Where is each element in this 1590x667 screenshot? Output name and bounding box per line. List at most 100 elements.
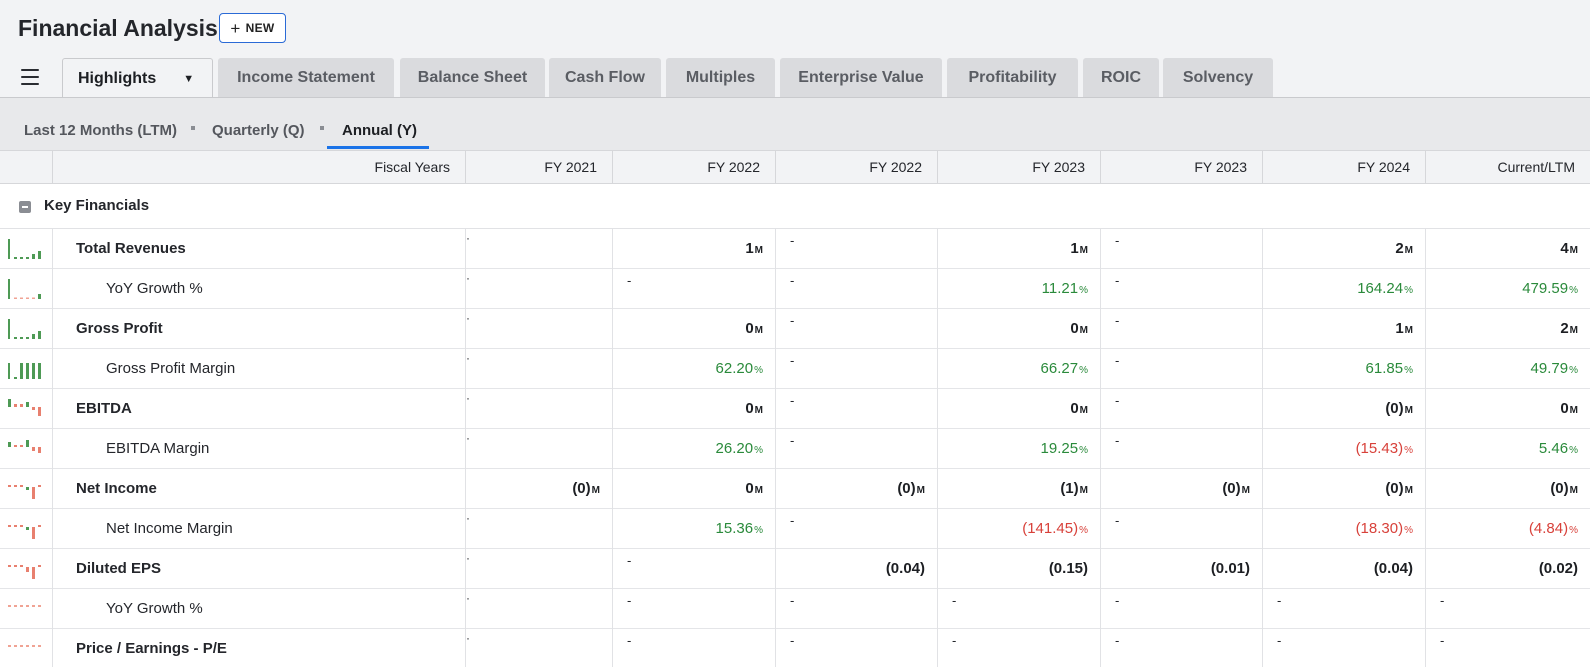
- period-quarterly-q[interactable]: Quarterly (Q): [212, 122, 305, 139]
- table-cell[interactable]: -: [613, 269, 776, 309]
- table-cell[interactable]: 2M: [1263, 229, 1426, 269]
- table-cell[interactable]: ·: [466, 629, 613, 667]
- table-cell[interactable]: -: [1101, 629, 1263, 667]
- column-header[interactable]: FY 2023: [1101, 151, 1263, 183]
- table-cell[interactable]: -: [1263, 589, 1426, 629]
- table-cell[interactable]: -: [613, 629, 776, 667]
- table-cell[interactable]: ·: [466, 589, 613, 629]
- table-cell[interactable]: -: [613, 549, 776, 589]
- table-cell[interactable]: 19.25%: [938, 429, 1101, 469]
- tab-highlights[interactable]: Highlights ▼: [62, 58, 213, 98]
- period-annual-y[interactable]: Annual (Y): [342, 122, 417, 139]
- column-header[interactable]: FY 2023: [938, 151, 1101, 183]
- table-cell[interactable]: (0)M: [1263, 389, 1426, 429]
- table-cell[interactable]: (0.04): [1263, 549, 1426, 589]
- table-cell[interactable]: -: [1101, 269, 1263, 309]
- table-cell[interactable]: 0M: [613, 309, 776, 349]
- table-cell[interactable]: 49.79%: [1426, 349, 1590, 389]
- table-cell[interactable]: ·: [466, 509, 613, 549]
- table-cell[interactable]: (15.43)%: [1263, 429, 1426, 469]
- table-cell[interactable]: -: [1426, 589, 1590, 629]
- table-cell[interactable]: ·: [466, 429, 613, 469]
- table-cell[interactable]: (0)M: [1426, 469, 1590, 509]
- table-row[interactable]: Price / Earnings - P/E · - - - - - -: [0, 629, 1590, 667]
- table-row[interactable]: Diluted EPS · - (0.04) (0.15) (0.01) (0.04) (0.…: [0, 549, 1590, 589]
- column-header[interactable]: FY 2022: [613, 151, 776, 183]
- table-cell[interactable]: ·: [466, 349, 613, 389]
- table-cell[interactable]: (4.84)%: [1426, 509, 1590, 549]
- tab-enterprise-value[interactable]: Enterprise Value: [780, 58, 942, 97]
- table-cell[interactable]: 0M: [1426, 389, 1590, 429]
- new-button[interactable]: + NEW: [219, 13, 286, 43]
- table-cell[interactable]: 4M: [1426, 229, 1590, 269]
- table-row[interactable]: Total Revenues · 1M - 1M - 2M 4M: [0, 229, 1590, 269]
- table-cell[interactable]: -: [776, 309, 938, 349]
- table-cell[interactable]: 2M: [1426, 309, 1590, 349]
- table-cell[interactable]: 11.21%: [938, 269, 1101, 309]
- table-cell[interactable]: -: [776, 429, 938, 469]
- tab-cash-flow[interactable]: Cash Flow: [549, 58, 661, 97]
- table-cell[interactable]: ·: [466, 229, 613, 269]
- table-cell[interactable]: (0.15): [938, 549, 1101, 589]
- table-cell[interactable]: (0.01): [1101, 549, 1263, 589]
- table-cell[interactable]: 1M: [1263, 309, 1426, 349]
- tab-roic[interactable]: ROIC: [1083, 58, 1159, 97]
- table-cell[interactable]: 0M: [938, 309, 1101, 349]
- table-row[interactable]: Gross Profit Margin · 62.20% - 66.27% - 61.85%…: [0, 349, 1590, 389]
- table-cell[interactable]: -: [1101, 389, 1263, 429]
- hamburger-icon[interactable]: [21, 69, 39, 85]
- table-cell[interactable]: -: [776, 229, 938, 269]
- table-cell[interactable]: ·: [466, 549, 613, 589]
- table-cell[interactable]: 66.27%: [938, 349, 1101, 389]
- table-cell[interactable]: -: [938, 589, 1101, 629]
- table-cell[interactable]: -: [1101, 309, 1263, 349]
- table-cell[interactable]: -: [1101, 589, 1263, 629]
- table-cell[interactable]: ·: [466, 269, 613, 309]
- table-row[interactable]: YoY Growth % · - - 11.21% - 164.24% 479.59%: [0, 269, 1590, 309]
- table-cell[interactable]: 164.24%: [1263, 269, 1426, 309]
- collapse-icon[interactable]: [19, 201, 31, 213]
- table-cell[interactable]: (0.02): [1426, 549, 1590, 589]
- column-header[interactable]: FY 2021: [466, 151, 613, 183]
- table-cell[interactable]: 5.46%: [1426, 429, 1590, 469]
- table-row[interactable]: Net Income (0)M 0M (0)M (1)M (0)M (0)M (0)M: [0, 469, 1590, 509]
- table-cell[interactable]: (0)M: [1101, 469, 1263, 509]
- table-cell[interactable]: -: [1101, 349, 1263, 389]
- table-cell[interactable]: (0.04): [776, 549, 938, 589]
- table-cell[interactable]: -: [613, 589, 776, 629]
- table-row[interactable]: YoY Growth % · - - - - - -: [0, 589, 1590, 629]
- table-cell[interactable]: 1M: [613, 229, 776, 269]
- tab-solvency[interactable]: Solvency: [1163, 58, 1273, 97]
- table-cell[interactable]: 479.59%: [1426, 269, 1590, 309]
- table-cell[interactable]: 15.36%: [613, 509, 776, 549]
- table-cell[interactable]: -: [776, 389, 938, 429]
- table-cell[interactable]: -: [776, 629, 938, 667]
- table-cell[interactable]: 1M: [938, 229, 1101, 269]
- table-cell[interactable]: 61.85%: [1263, 349, 1426, 389]
- table-cell[interactable]: -: [776, 349, 938, 389]
- table-cell[interactable]: -: [1101, 509, 1263, 549]
- section-key-financials[interactable]: Key Financials: [0, 184, 1590, 229]
- table-row[interactable]: EBITDA Margin · 26.20% - 19.25% - (15.43)% 5.46…: [0, 429, 1590, 469]
- column-header[interactable]: FY 2024: [1263, 151, 1426, 183]
- table-cell[interactable]: ·: [466, 389, 613, 429]
- table-row[interactable]: Gross Profit · 0M - 0M - 1M 2M: [0, 309, 1590, 349]
- table-cell[interactable]: 62.20%: [613, 349, 776, 389]
- table-cell[interactable]: (1)M: [938, 469, 1101, 509]
- table-cell[interactable]: -: [1263, 629, 1426, 667]
- table-cell[interactable]: -: [1426, 629, 1590, 667]
- tab-balance-sheet[interactable]: Balance Sheet: [400, 58, 545, 97]
- tab-multiples[interactable]: Multiples: [666, 58, 775, 97]
- table-row[interactable]: Net Income Margin · 15.36% - (141.45)% - (18.3…: [0, 509, 1590, 549]
- tab-income-statement[interactable]: Income Statement: [218, 58, 394, 97]
- table-row[interactable]: EBITDA · 0M - 0M - (0)M 0M: [0, 389, 1590, 429]
- period-last-12-months-ltm[interactable]: Last 12 Months (LTM): [24, 122, 178, 139]
- table-cell[interactable]: 26.20%: [613, 429, 776, 469]
- table-cell[interactable]: -: [1101, 229, 1263, 269]
- table-cell[interactable]: -: [776, 589, 938, 629]
- table-cell[interactable]: ·: [466, 309, 613, 349]
- table-cell[interactable]: 0M: [613, 389, 776, 429]
- caret-down-icon[interactable]: ▼: [183, 72, 195, 85]
- table-cell[interactable]: -: [1101, 429, 1263, 469]
- table-cell[interactable]: (18.30)%: [1263, 509, 1426, 549]
